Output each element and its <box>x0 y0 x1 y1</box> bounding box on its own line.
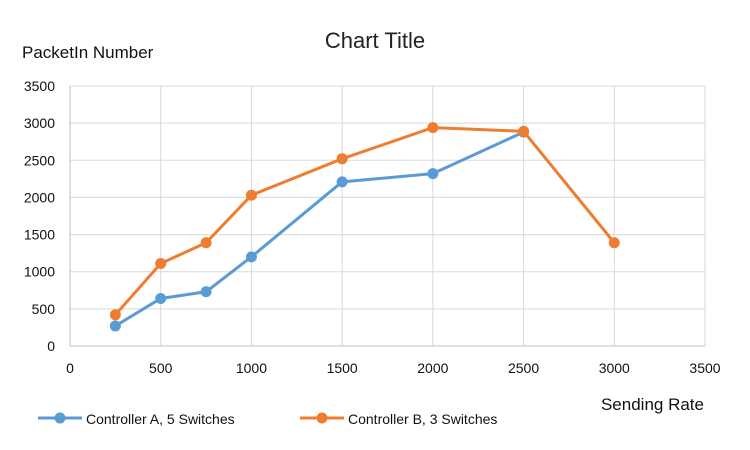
data-point <box>518 125 530 137</box>
legend-item-2: Controller B, 3 Switches <box>300 411 497 427</box>
y-tick-label: 0 <box>47 338 55 354</box>
legend-item-1: Controller A, 5 Switches <box>38 411 235 427</box>
y-tick-label: 3500 <box>24 78 55 94</box>
data-point <box>245 189 257 201</box>
y-tick-label: 2500 <box>24 152 55 168</box>
data-point <box>155 258 167 270</box>
y-axis-label: PacketIn Number <box>22 43 154 62</box>
y-tick-label: 1500 <box>24 227 55 243</box>
data-point <box>200 237 212 249</box>
series-line <box>114 130 525 328</box>
data-point <box>336 153 348 165</box>
x-tick-label: 1500 <box>327 360 358 376</box>
series-layer <box>109 122 620 332</box>
gridlines <box>69 85 706 347</box>
data-point <box>109 320 121 332</box>
data-point <box>200 286 212 298</box>
data-point <box>608 237 620 249</box>
y-tick-label: 1000 <box>24 264 55 280</box>
x-axis-label: Sending Rate <box>601 395 704 414</box>
x-tick-label: 3500 <box>689 360 720 376</box>
series-line <box>114 126 616 316</box>
data-point <box>336 176 348 188</box>
legend: Controller A, 5 Switches Controller B, 3 … <box>38 411 497 427</box>
data-point <box>155 292 167 304</box>
legend-label: Controller B, 3 Switches <box>348 411 497 427</box>
x-tick-label: 0 <box>66 360 74 376</box>
y-tick-label: 500 <box>32 301 56 317</box>
x-tick-label: 2500 <box>508 360 539 376</box>
y-tick-label: 2000 <box>24 189 55 205</box>
data-point <box>109 309 121 321</box>
x-tick-label: 3000 <box>599 360 630 376</box>
series-1 <box>109 126 530 332</box>
x-tick-label: 1000 <box>236 360 267 376</box>
data-point <box>427 122 439 134</box>
series-2 <box>109 122 620 321</box>
chart-title: Chart Title <box>325 28 425 53</box>
legend-marker <box>54 412 66 424</box>
legend-marker <box>316 412 328 424</box>
data-point <box>427 168 439 180</box>
y-tick-label: 3000 <box>24 115 55 131</box>
legend-label: Controller A, 5 Switches <box>86 411 235 427</box>
data-point <box>245 251 257 263</box>
axis-ticks: 0 500 1000 1500 2000 2500 3000 3500 0 500 1000 1500… <box>24 78 721 376</box>
x-tick-label: 2000 <box>417 360 448 376</box>
x-tick-label: 500 <box>149 360 173 376</box>
